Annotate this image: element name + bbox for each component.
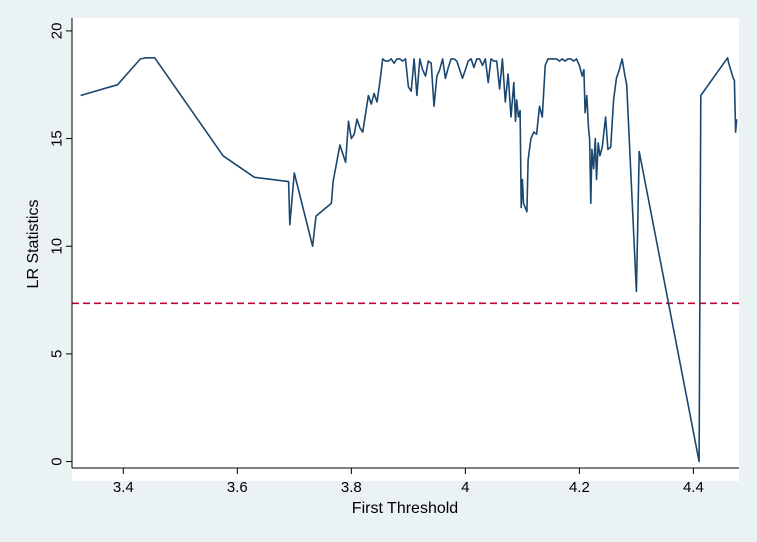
y-axis-title: LR Statistics (25, 200, 42, 289)
x-tick-label: 4 (461, 479, 469, 496)
y-tick-label: 0 (48, 457, 65, 465)
plot-area (72, 18, 739, 481)
y-tick-label: 15 (48, 130, 65, 147)
y-tick-label: 5 (48, 350, 65, 358)
series-layer (80, 56, 738, 463)
x-axis-title: First Threshold (352, 500, 458, 517)
y-tick-label: 10 (48, 238, 65, 255)
y-axis-ticks: 0 5 10 15 20 (48, 23, 72, 466)
x-tick-label: 3.8 (341, 479, 362, 496)
x-axis-ticks: 3.4 3.6 3.8 4 4.2 4.4 (113, 468, 704, 496)
x-tick-label: 4.2 (569, 479, 590, 496)
y-tick-label: 20 (48, 23, 65, 40)
x-tick-label: 3.4 (113, 479, 134, 496)
series-line (80, 56, 738, 463)
x-tick-label: 4.4 (683, 479, 704, 496)
x-tick-label: 3.6 (227, 479, 248, 496)
